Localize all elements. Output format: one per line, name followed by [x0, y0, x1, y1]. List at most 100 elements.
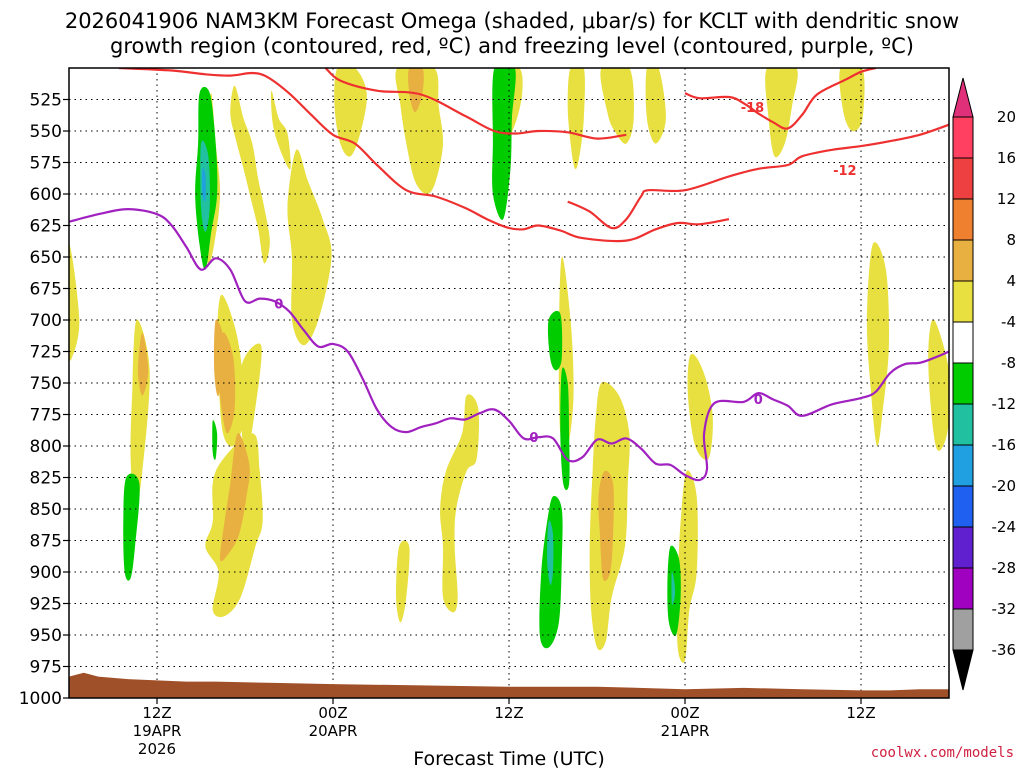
y-tick-label-900: 900 — [30, 563, 62, 583]
colorbar-box--4 — [952, 321, 974, 364]
omega-region-4-9 — [645, 68, 666, 144]
y-tick-label-825: 825 — [30, 469, 62, 489]
y-tick-label-725: 725 — [30, 343, 62, 363]
colorbar-label-12: 12 — [997, 190, 1016, 208]
y-tick-label-1000: 1000 — [19, 689, 62, 709]
colorbar-label-4: 4 — [1006, 272, 1016, 290]
omega-region-4-1 — [270, 90, 291, 170]
x-tick-label-24-0: 00Z — [318, 704, 347, 722]
x-axis-title: Forecast Time (UTC) — [413, 748, 604, 768]
omega-region-4-3 — [287, 149, 332, 346]
colorbar-label--20: -20 — [992, 477, 1017, 495]
y-tick-label-675: 675 — [30, 280, 62, 300]
colorbar: 20 16 12 8 4 -4 -8 -12 -16 -20 -24 -28 -32 -36 — [952, 77, 1017, 691]
y-tick-label-650: 650 — [30, 248, 62, 268]
contour-minus-12 — [684, 68, 876, 130]
colorbar-label--32: -32 — [992, 600, 1017, 618]
omega-region-8-2 — [137, 332, 149, 396]
omega-region-4-8 — [600, 68, 634, 144]
colorbar-bottom-arrow — [952, 649, 974, 691]
x-tick-label-12-1: 19APR — [133, 722, 182, 740]
y-tick-label-975: 975 — [30, 658, 62, 678]
colorbar-label--28: -28 — [992, 559, 1017, 577]
x-tick-label-36-0: 12Z — [494, 704, 523, 722]
y-tick-label-925: 925 — [30, 595, 62, 615]
omega-region-4-21 — [687, 353, 713, 460]
colorbar-label--8: -8 — [1001, 354, 1016, 372]
y-tick-label-525: 525 — [30, 91, 62, 111]
omega-region-4-17 — [440, 394, 480, 613]
omega-region-8-4 — [598, 470, 614, 582]
chart-title-line2: growth region (contoured, red, ºC) and f… — [110, 34, 914, 58]
contour-label-freezing-level-1: 0 — [529, 431, 538, 446]
colorbar-box--12 — [952, 403, 974, 446]
colorbar-label--36: -36 — [992, 641, 1017, 659]
omega-region--12-0 — [202, 167, 206, 202]
y-tick-label-875: 875 — [30, 532, 62, 552]
y-tick-label-600: 600 — [30, 185, 62, 205]
y-tick-label-625: 625 — [30, 217, 62, 237]
omega-region-8-0 — [408, 68, 424, 113]
omega-region-8-3 — [219, 433, 250, 562]
omega-region--4-7 — [212, 420, 218, 460]
omega-region--4-5 — [547, 310, 563, 371]
omega-region-4-10 — [765, 68, 798, 158]
contour-minus-18-upper — [324, 68, 627, 140]
omega-region-4-7 — [567, 68, 585, 170]
y-tick-label-850: 850 — [30, 500, 62, 520]
colorbar-box--24 — [952, 526, 974, 569]
colorbar-label--24: -24 — [992, 518, 1017, 536]
colorbar-label-8: 8 — [1006, 231, 1016, 249]
colorbar-box--28 — [952, 567, 974, 610]
y-tick-label-550: 550 — [30, 122, 62, 142]
colorbar-label-20: 20 — [997, 108, 1016, 126]
omega-region-4-0 — [230, 85, 270, 264]
grid-lines — [69, 68, 949, 699]
x-tick-label-48-0: 00Z — [670, 704, 699, 722]
colorbar-box-8 — [952, 239, 974, 282]
contour-minus-12-lower — [567, 123, 949, 230]
y-tick-label-775: 775 — [30, 406, 62, 426]
chart-title-line1: 2026041906 NAM3KM Forecast Omega (shaded… — [65, 9, 959, 33]
omega-region-4-18 — [396, 540, 410, 623]
y-axis: 525 550 575 600 625 650 675 700 725 750 775 800 825 8… — [19, 91, 69, 709]
colorbar-label-16: 16 — [997, 149, 1016, 167]
surface-fill — [69, 672, 949, 698]
colorbar-box-20 — [952, 116, 974, 159]
contour-label-freezing-level-0: 0 — [274, 297, 283, 312]
omega-region-4-11 — [839, 68, 865, 132]
surface-terrain — [69, 672, 949, 698]
x-tick-label-60-0: 12Z — [846, 704, 875, 722]
omega-region-4-24 — [928, 319, 949, 451]
y-tick-label-950: 950 — [30, 626, 62, 646]
y-tick-label-750: 750 — [30, 374, 62, 394]
contour-label-freezing-level-2: 0 — [754, 393, 763, 408]
omega-region--4-2 — [123, 473, 140, 581]
colorbar-top-arrow — [952, 77, 974, 118]
colorbar-box--20 — [952, 485, 974, 528]
colorbar-box--32 — [952, 608, 974, 651]
omega-region-4-20 — [676, 470, 698, 663]
y-tick-label-800: 800 — [30, 437, 62, 457]
y-tick-label-575: 575 — [30, 154, 62, 174]
y-tick-label-700: 700 — [30, 311, 62, 331]
colorbar-label--4: -4 — [1001, 313, 1016, 331]
credit-text: coolwx.com/models — [871, 745, 1014, 761]
x-tick-label-12-0: 12Z — [142, 704, 171, 722]
omega-region-8-5 — [213, 319, 225, 397]
contour-minus-18 — [118, 68, 730, 243]
colorbar-box-16 — [952, 157, 974, 200]
contour-lines — [69, 68, 949, 482]
colorbar-box-12 — [952, 198, 974, 241]
colorbar-box--16 — [952, 444, 974, 487]
omega-region--8-2 — [671, 571, 676, 605]
contour-label-minus-12-0: -12 — [833, 164, 857, 179]
omega-region--8-1 — [547, 520, 554, 586]
x-tick-label-24-1: 20APR — [309, 722, 358, 740]
contour-freezing-level — [69, 207, 949, 482]
colorbar-label--16: -16 — [992, 436, 1017, 454]
omega-region-4-13 — [239, 343, 262, 460]
colorbar-box--8 — [952, 362, 974, 405]
